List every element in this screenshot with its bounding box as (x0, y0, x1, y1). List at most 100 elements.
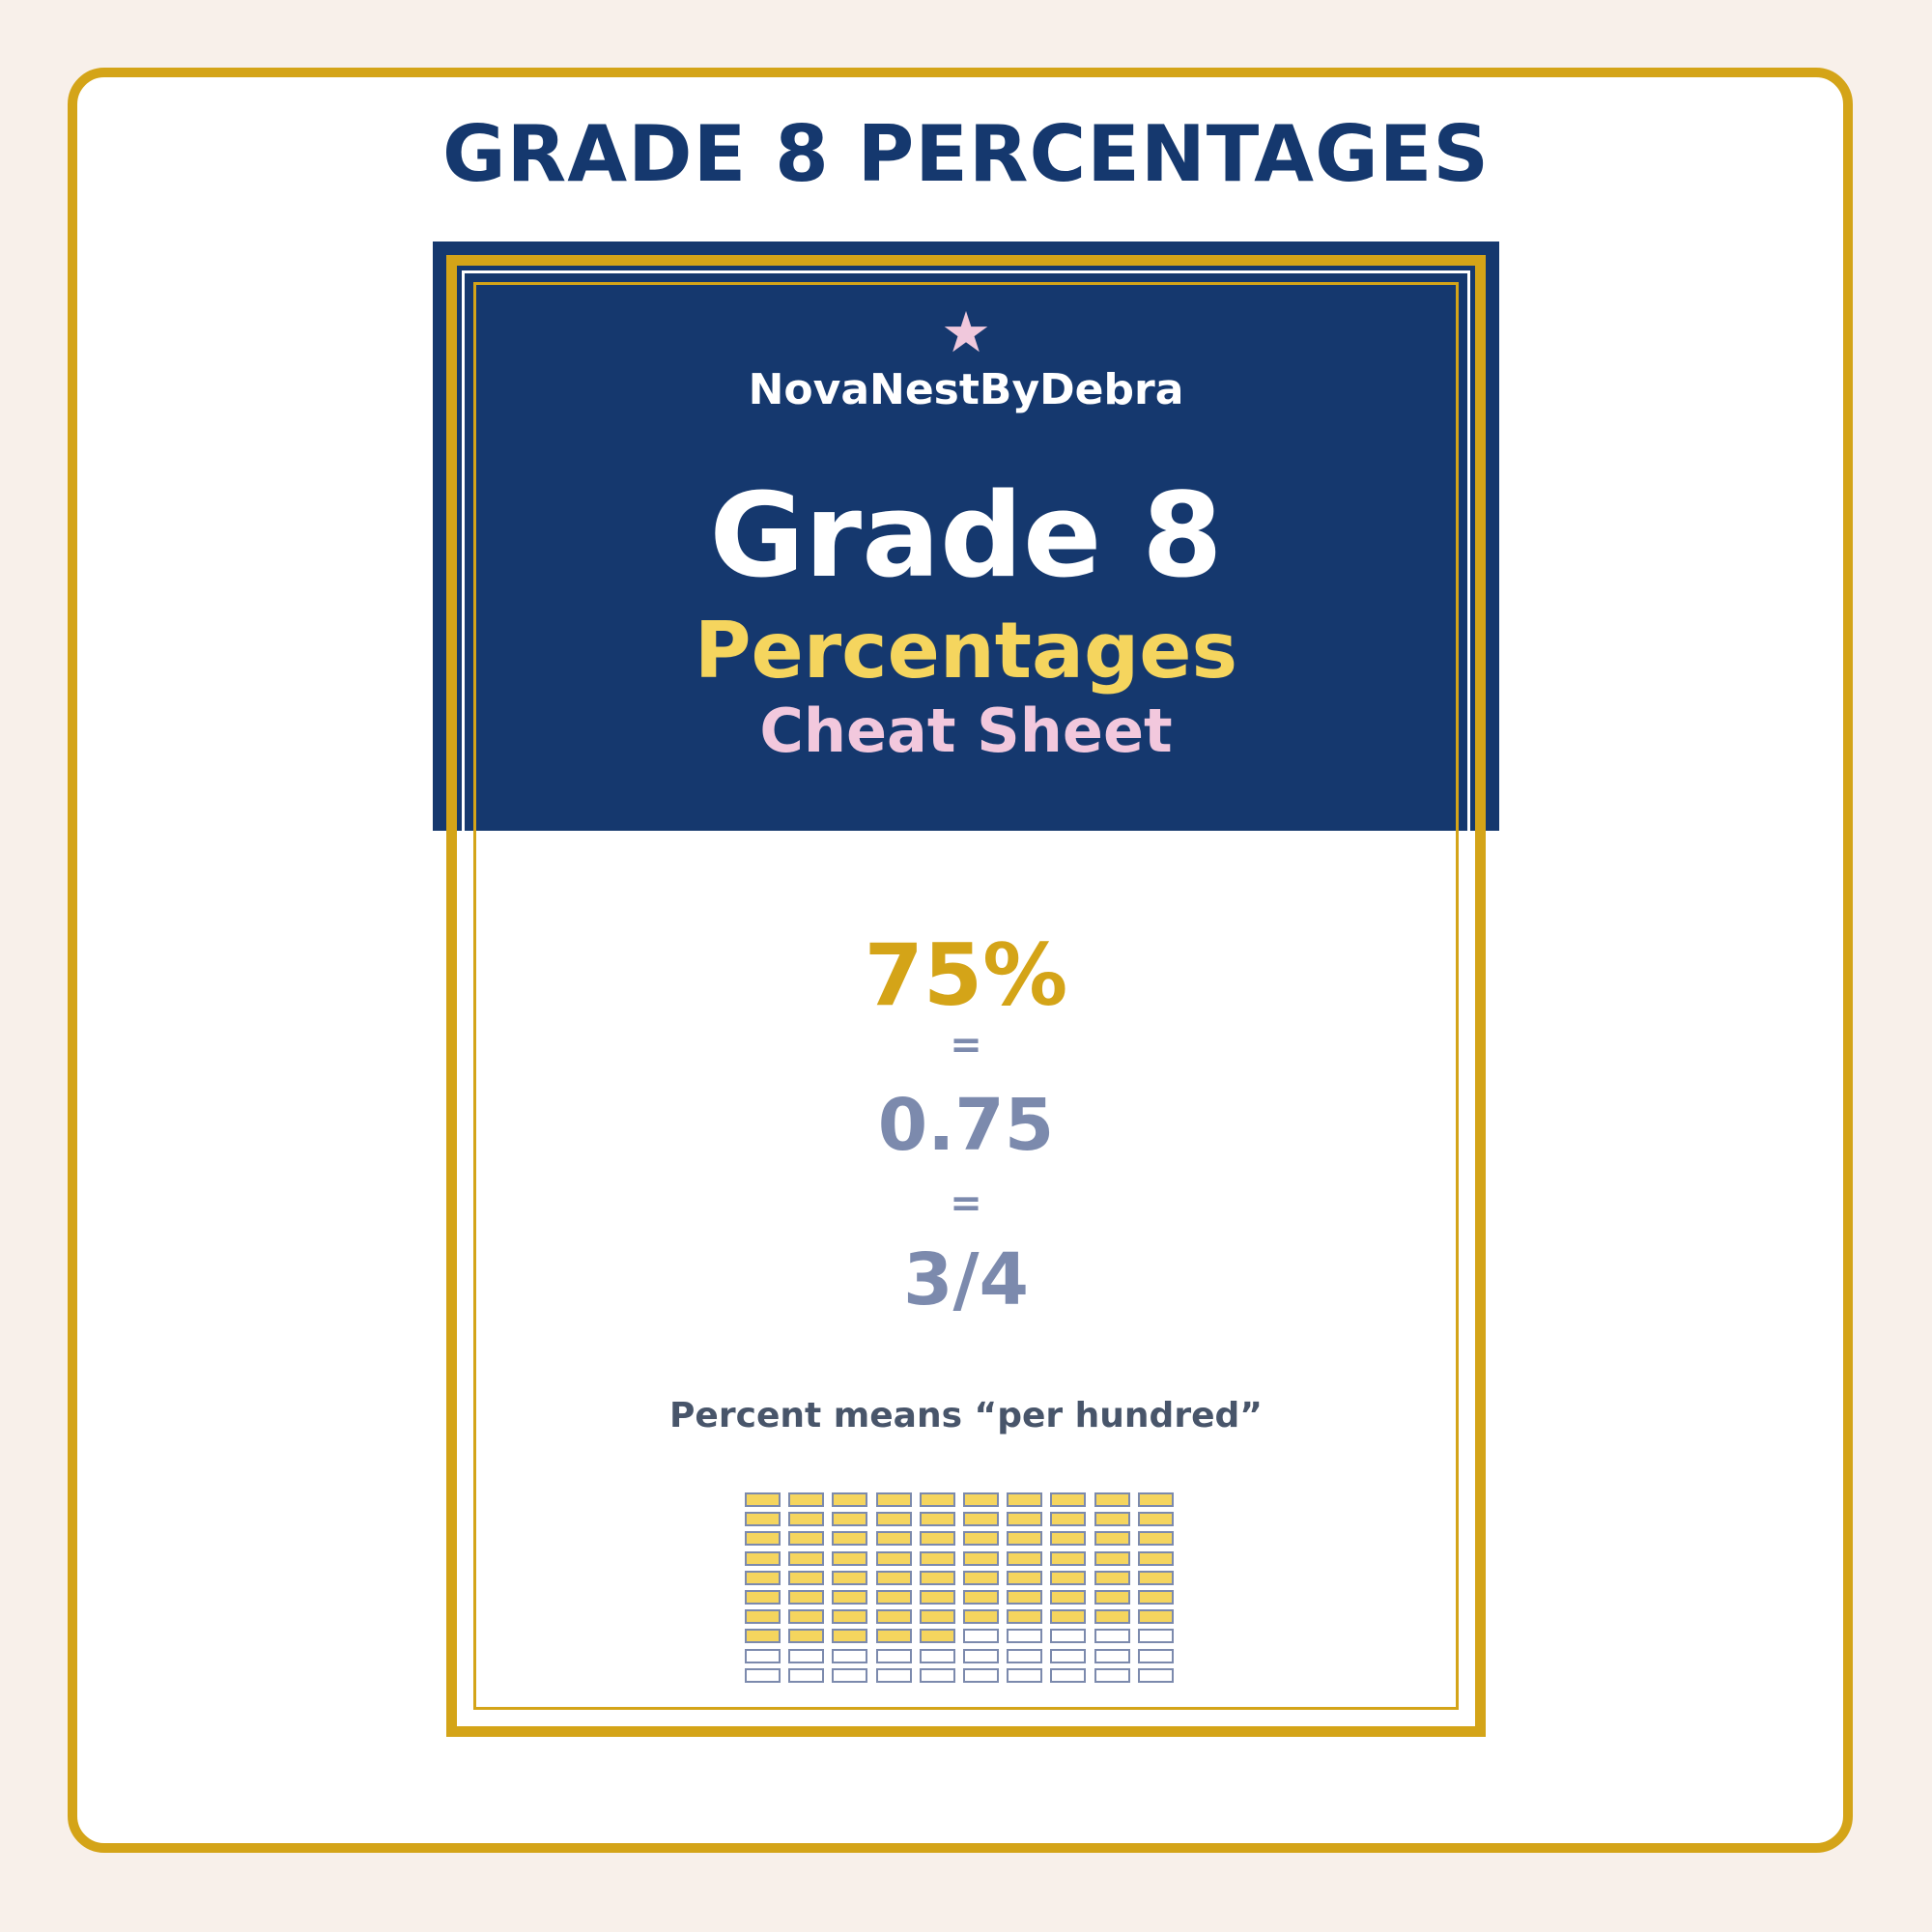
hundred-grid (745, 1492, 1176, 1684)
grid-cell-filled (1050, 1609, 1087, 1625)
grid-cell-filled (1094, 1570, 1130, 1585)
grid-cell-empty (1007, 1629, 1043, 1644)
grid-cell-filled (963, 1550, 999, 1566)
grid-cell-empty (963, 1667, 999, 1683)
grid-cell-empty (1094, 1629, 1130, 1644)
grid-cell-filled (1050, 1570, 1087, 1585)
grid-cell-filled (832, 1492, 868, 1507)
grid-cell-filled (1137, 1609, 1174, 1625)
grid-cell-empty (1050, 1629, 1087, 1644)
grid-cell-filled (875, 1550, 912, 1566)
cover-inner-gold-border (473, 282, 1459, 1710)
grid-cell-filled (875, 1570, 912, 1585)
grid-cell-filled (1094, 1492, 1130, 1507)
grid-cell-filled (788, 1512, 825, 1527)
grid-cell-filled (963, 1531, 999, 1547)
brand-name: NovaNestByDebra (748, 365, 1184, 414)
grid-cell-empty (919, 1648, 955, 1663)
grid-cell-empty (788, 1648, 825, 1663)
grid-cell-filled (832, 1531, 868, 1547)
grid-cell-filled (1050, 1531, 1087, 1547)
grid-cell-empty (745, 1648, 781, 1663)
grid-cell-filled (832, 1590, 868, 1605)
grid-cell-filled (1137, 1550, 1174, 1566)
grid-cell-filled (745, 1512, 781, 1527)
grid-cell-filled (745, 1570, 781, 1585)
grid-cell-filled (1094, 1512, 1130, 1527)
grid-cell-empty (1137, 1648, 1174, 1663)
grid-cell-empty (875, 1648, 912, 1663)
grid-cell-filled (745, 1609, 781, 1625)
grid-cell-empty (745, 1667, 781, 1683)
grid-cell-filled (875, 1512, 912, 1527)
grid-cell-filled (1094, 1531, 1130, 1547)
grid-cell-filled (963, 1609, 999, 1625)
equals-sign: = (950, 1023, 982, 1067)
grid-cell-filled (875, 1492, 912, 1507)
grid-cell-filled (788, 1570, 825, 1585)
grid-cell-filled (1050, 1550, 1087, 1566)
grid-cell-empty (1050, 1648, 1087, 1663)
star-icon: ★ (941, 299, 991, 365)
grid-cell-empty (1050, 1667, 1087, 1683)
percent-value: 75% (864, 925, 1068, 1025)
grid-cell-filled (963, 1570, 999, 1585)
grid-cell-filled (963, 1492, 999, 1507)
grid-cell-filled (1007, 1531, 1043, 1547)
grid-cell-filled (788, 1531, 825, 1547)
grid-cell-filled (1007, 1550, 1043, 1566)
grid-cell-filled (788, 1609, 825, 1625)
grid-cell-empty (1137, 1629, 1174, 1644)
grid-cell-filled (1137, 1570, 1174, 1585)
grid-cell-filled (788, 1550, 825, 1566)
grid-cell-filled (1137, 1512, 1174, 1527)
grid-cell-filled (1050, 1590, 1087, 1605)
cover-topic-title: Percentages (694, 606, 1238, 696)
cover-subtitle: Cheat Sheet (759, 696, 1173, 766)
grid-cell-empty (1137, 1667, 1174, 1683)
grid-cell-filled (745, 1629, 781, 1644)
grid-cell-filled (1007, 1590, 1043, 1605)
grid-cell-empty (919, 1667, 955, 1683)
grid-cell-filled (745, 1550, 781, 1566)
grid-cell-filled (1007, 1570, 1043, 1585)
grid-cell-empty (788, 1667, 825, 1683)
grid-cell-filled (832, 1609, 868, 1625)
grid-cell-filled (963, 1512, 999, 1527)
grid-cell-filled (919, 1629, 955, 1644)
grid-cell-filled (745, 1492, 781, 1507)
grid-cell-filled (875, 1590, 912, 1605)
grid-cell-empty (832, 1648, 868, 1663)
grid-cell-filled (832, 1512, 868, 1527)
grid-cell-empty (963, 1629, 999, 1644)
grid-cell-filled (1007, 1512, 1043, 1527)
grid-cell-filled (1007, 1609, 1043, 1625)
grid-cell-filled (875, 1629, 912, 1644)
fraction-value: 3/4 (902, 1238, 1029, 1321)
grid-cell-filled (919, 1531, 955, 1547)
grid-cell-filled (875, 1609, 912, 1625)
grid-cell-filled (875, 1531, 912, 1547)
cover-white-border (462, 270, 1470, 1721)
grid-cell-empty (963, 1648, 999, 1663)
grid-cell-empty (832, 1667, 868, 1683)
cover-grade-title: Grade 8 (709, 469, 1223, 604)
grid-cell-filled (919, 1492, 955, 1507)
grid-cell-empty (1007, 1648, 1043, 1663)
grid-cell-filled (832, 1550, 868, 1566)
grid-cell-filled (832, 1570, 868, 1585)
grid-cell-filled (963, 1590, 999, 1605)
grid-cell-empty (1094, 1667, 1130, 1683)
grid-cell-filled (745, 1590, 781, 1605)
cover-gold-border (446, 255, 1486, 1737)
grid-cell-filled (788, 1629, 825, 1644)
grid-cell-empty (1094, 1648, 1130, 1663)
grid-cell-filled (788, 1590, 825, 1605)
grid-cell-filled (919, 1590, 955, 1605)
grid-cell-filled (1050, 1512, 1087, 1527)
grid-cell-filled (1050, 1492, 1087, 1507)
grid-cell-filled (1137, 1492, 1174, 1507)
cover-navy-band (433, 242, 1499, 831)
equals-sign: = (950, 1181, 982, 1226)
decimal-value: 0.75 (877, 1084, 1055, 1167)
